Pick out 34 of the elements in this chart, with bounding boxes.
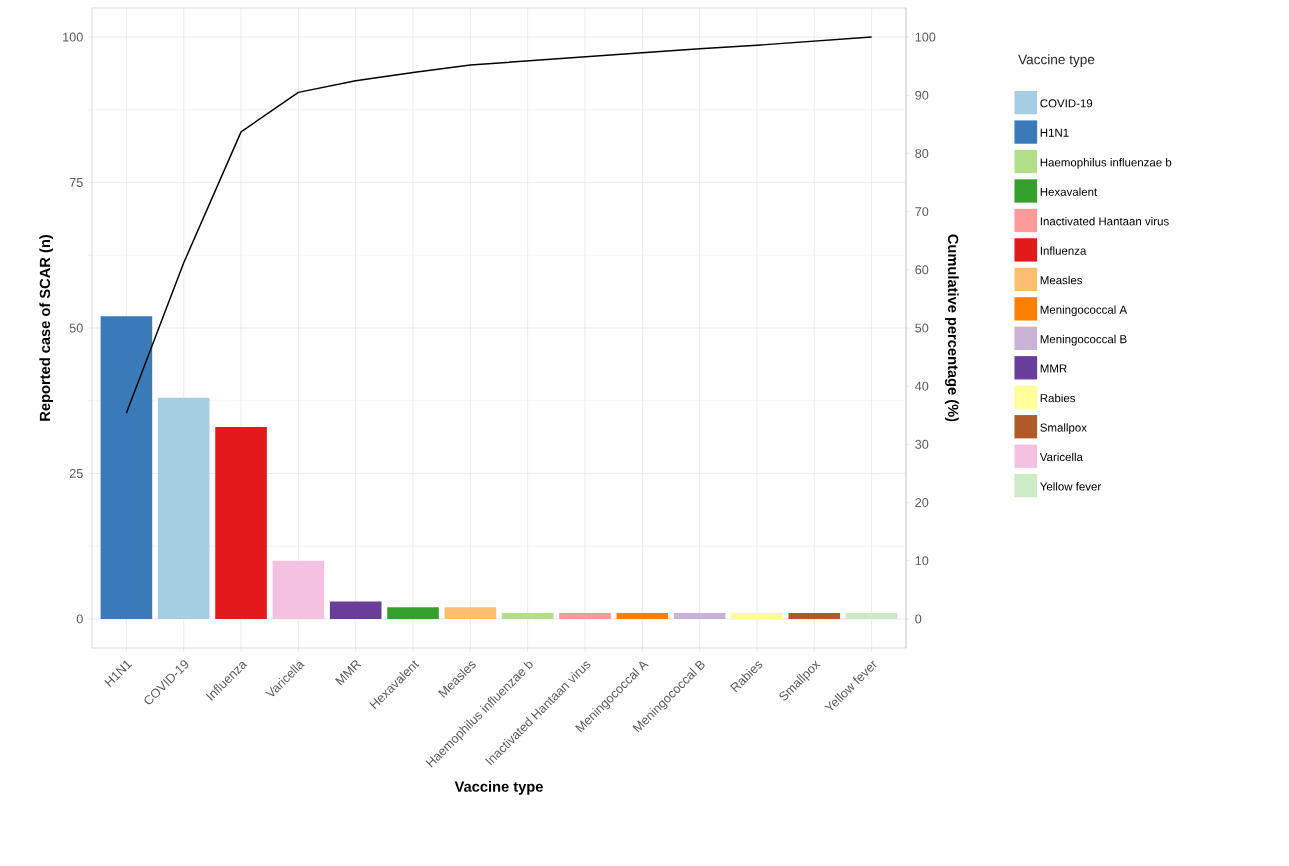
legend-label: COVID-19: [1040, 99, 1093, 108]
y2-tick-label: 0: [915, 614, 922, 624]
y2-axis-title: Cumulative percentage (%): [945, 234, 959, 422]
y-tick-label: 50: [69, 323, 83, 333]
legend-label: Hexavalent: [1040, 187, 1098, 196]
y-tick-label: 75: [69, 178, 83, 187]
y2-tick-label: 70: [915, 207, 929, 217]
y2-tick-label: 40: [915, 381, 929, 391]
y2-tick-label: 30: [915, 439, 929, 449]
y2-tick-label: 100: [915, 32, 936, 42]
y2-tick-label: 20: [915, 498, 929, 508]
legend-title: Vaccine type: [1018, 54, 1095, 67]
legend-label: Rabies: [1040, 393, 1076, 403]
legend-label: Yellow fever: [1040, 482, 1101, 491]
y2-tick-label: 80: [915, 148, 929, 158]
x-axis-title: Vaccine type: [454, 781, 543, 795]
legend-label: Varicella: [1039, 452, 1083, 462]
legend-label: Influenza: [1040, 246, 1087, 255]
y2-tick-label: 60: [915, 265, 929, 275]
legend-label: H1N1: [1040, 128, 1069, 137]
legend-label: Haemophilus influenzae b: [1040, 158, 1172, 169]
y-tick-label: 25: [69, 468, 83, 478]
y2-tick-label: 90: [915, 90, 929, 100]
y-axis-title: Reported case of SCAR (n): [39, 235, 53, 421]
legend-label: Inactivated Hantaan virus: [1040, 216, 1169, 226]
legend-label: Meningococcal B: [1040, 334, 1127, 346]
legend-label: Meningococcal A: [1040, 305, 1128, 317]
y-tick-label: 100: [63, 32, 83, 42]
legend-label: Measles: [1040, 275, 1083, 285]
legend-label: MMR: [1040, 364, 1067, 373]
y-tick-label: 0: [76, 614, 83, 624]
y2-tick-label: 10: [915, 556, 929, 566]
legend-label: Smallpox: [1040, 423, 1087, 434]
y2-tick-label: 50: [915, 323, 929, 333]
